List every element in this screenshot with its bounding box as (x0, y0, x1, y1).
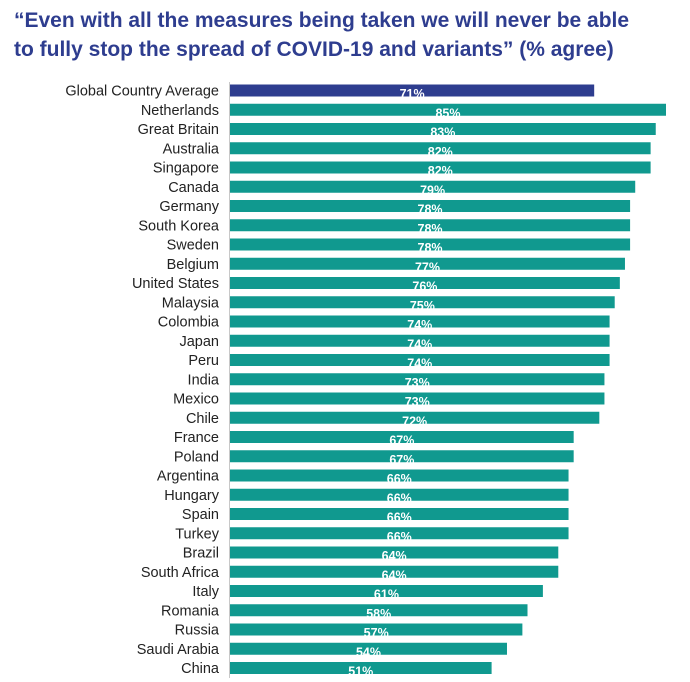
value-label: 78% (418, 241, 443, 255)
value-label: 83% (430, 126, 455, 140)
value-label: 67% (389, 434, 414, 448)
category-label: Canada (168, 180, 220, 196)
bar (230, 662, 492, 674)
value-label: 66% (387, 511, 412, 525)
category-label: Singapore (153, 161, 219, 177)
value-label: 82% (428, 145, 453, 159)
chart-title: “Even with all the measures being taken … (14, 6, 684, 64)
bar (230, 565, 559, 578)
value-label: 64% (382, 549, 407, 563)
category-label: Colombia (158, 315, 220, 331)
bar (230, 123, 656, 135)
category-label: South Korea (138, 218, 220, 234)
value-label: 66% (387, 472, 412, 486)
bar (230, 546, 559, 559)
value-label: 66% (387, 530, 412, 544)
bar (230, 103, 666, 116)
category-label: Belgium (167, 257, 219, 273)
bar (230, 431, 574, 443)
category-label: Global Country Average (65, 84, 219, 100)
value-label: 74% (407, 357, 432, 371)
category-label: Mexico (173, 392, 219, 408)
value-label: 58% (366, 607, 391, 621)
category-label: China (181, 661, 220, 677)
bar (230, 469, 569, 482)
bar (230, 142, 651, 155)
value-label: 82% (428, 164, 453, 178)
category-label: Spain (182, 507, 219, 523)
bar (230, 315, 610, 328)
category-label: Romania (161, 603, 220, 619)
category-label: Australia (163, 141, 220, 157)
value-label: 67% (389, 453, 414, 467)
bar (230, 238, 631, 251)
bar (230, 450, 574, 463)
bar-group: Global Country Average 71% Netherlands 85% G… (65, 84, 666, 679)
value-label: 79% (420, 183, 445, 197)
bar (230, 219, 631, 232)
bar (230, 257, 625, 270)
value-label: 78% (418, 203, 443, 217)
value-label: 61% (374, 588, 399, 602)
category-label: United States (132, 276, 219, 292)
bar (230, 411, 600, 424)
category-label: Hungary (164, 488, 220, 504)
category-label: India (188, 372, 220, 388)
value-label: 54% (356, 645, 381, 659)
bar (230, 488, 569, 501)
value-label: 78% (418, 222, 443, 236)
bar (230, 354, 610, 366)
bar (230, 642, 507, 655)
bar (230, 84, 595, 97)
bar (230, 392, 605, 405)
value-label: 71% (400, 87, 425, 101)
category-label: Russia (175, 623, 220, 639)
value-label: 76% (412, 280, 437, 294)
category-label: Argentina (157, 469, 220, 485)
bar (230, 604, 528, 617)
value-label: 73% (405, 395, 430, 409)
category-label: Germany (159, 199, 219, 215)
category-label: Netherlands (141, 103, 219, 119)
category-label: Italy (192, 584, 219, 600)
value-label: 77% (415, 260, 440, 274)
bar (230, 508, 569, 520)
category-label: Sweden (167, 238, 219, 254)
category-label: France (174, 430, 219, 446)
chart-title-line-1: “Even with all the measures being taken … (14, 9, 630, 32)
category-label: Japan (179, 334, 219, 350)
bar (230, 623, 523, 636)
bar (230, 527, 569, 540)
value-label: 74% (407, 337, 432, 351)
value-label: 57% (364, 626, 389, 640)
category-label: Saudi Arabia (137, 642, 220, 658)
value-label: 72% (402, 414, 427, 428)
value-label: 74% (407, 318, 432, 332)
category-label: Malaysia (162, 295, 220, 311)
bar (230, 585, 543, 597)
bar (230, 200, 631, 212)
bar (230, 180, 636, 193)
value-label: 66% (387, 491, 412, 505)
category-label: South Africa (141, 565, 220, 581)
category-label: Chile (186, 411, 219, 427)
category-label: Turkey (175, 526, 220, 542)
value-label: 73% (405, 376, 430, 390)
value-label: 64% (382, 568, 407, 582)
category-label: Great Britain (138, 122, 219, 138)
bar (230, 161, 651, 174)
bar (230, 334, 610, 347)
category-label: Brazil (183, 546, 219, 562)
value-label: 75% (410, 299, 435, 313)
chart-title-line-2: to fully stop the spread of COVID-19 and… (14, 38, 614, 61)
category-label: Peru (188, 353, 219, 369)
value-label: 51% (348, 665, 373, 679)
value-label: 85% (435, 106, 460, 120)
bar (230, 296, 615, 309)
bar (230, 277, 620, 289)
bar (230, 373, 605, 386)
category-label: Poland (174, 449, 219, 465)
